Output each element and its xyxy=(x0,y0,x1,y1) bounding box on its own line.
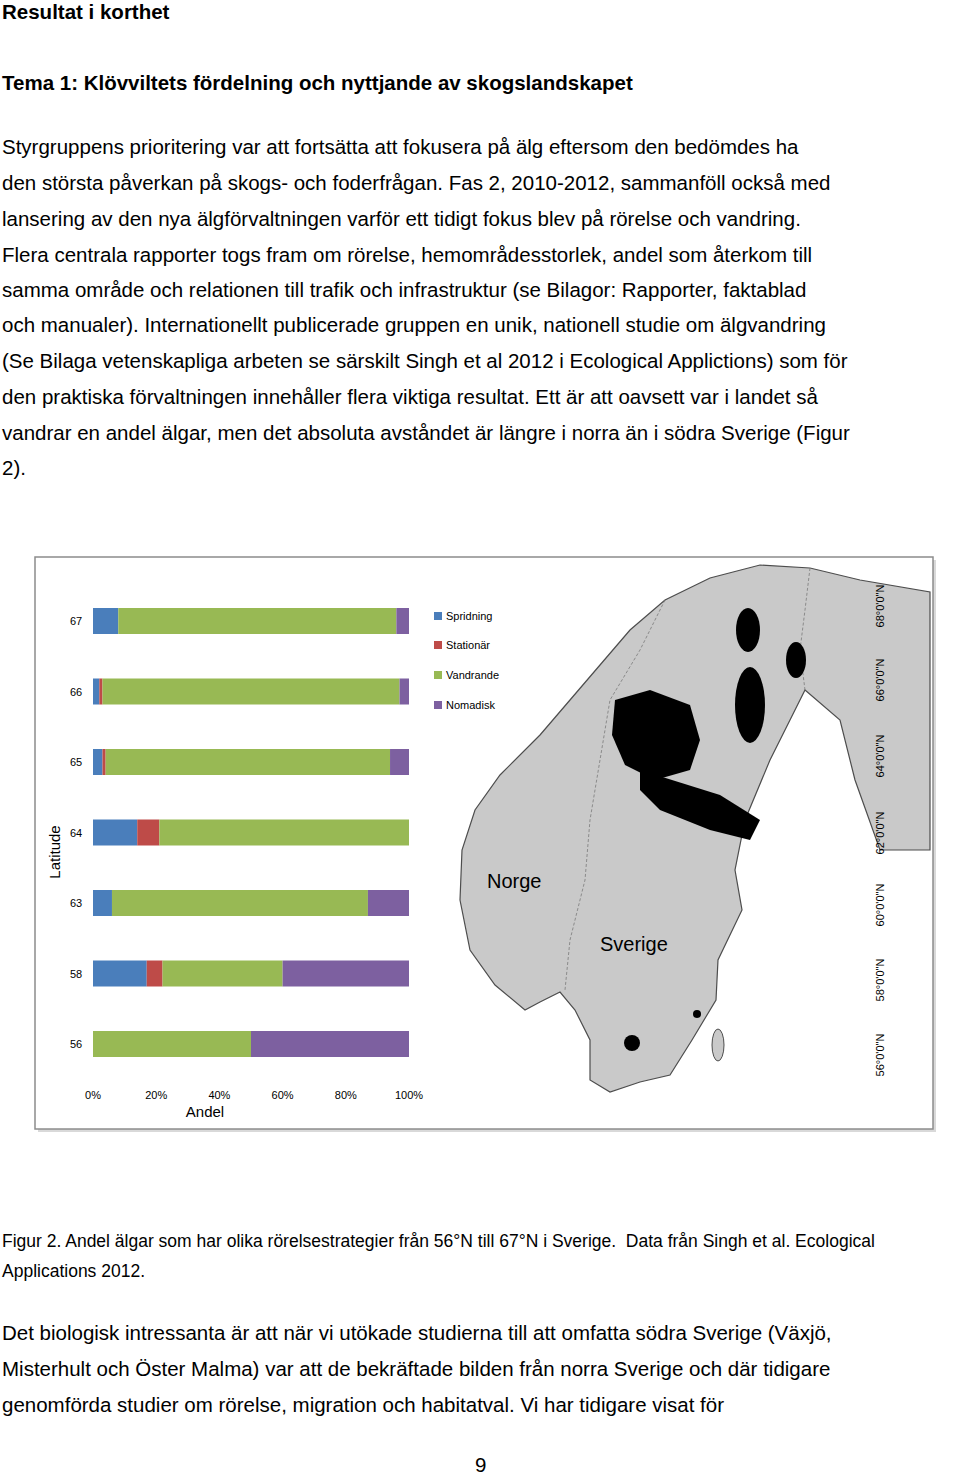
study-area xyxy=(735,667,765,743)
text-line: vandrar en andel älgar, men det absoluta… xyxy=(2,421,850,445)
bar-segment xyxy=(99,679,102,705)
text-line: Figur 2. Andel älgar som har olika rörel… xyxy=(2,1230,875,1252)
study-area xyxy=(640,770,760,840)
lat-label: 64°0'0"N xyxy=(874,735,886,778)
legend-label: Spridning xyxy=(446,610,492,622)
figure-frame xyxy=(35,557,933,1129)
bar-segment xyxy=(251,1031,409,1057)
study-area xyxy=(786,642,806,678)
page: { "header": { "section_title": "Resultat… xyxy=(0,0,960,1475)
bar-segment xyxy=(106,749,390,775)
legend-label: Vandrande xyxy=(446,669,499,681)
bar-segment xyxy=(93,820,137,846)
map-island xyxy=(712,1029,724,1061)
bar-segment xyxy=(93,1031,251,1057)
category-label: 64 xyxy=(70,827,82,839)
study-area xyxy=(736,608,760,652)
bar-segment xyxy=(283,961,409,987)
category-label: 58 xyxy=(70,968,82,980)
tick-label: 100% xyxy=(395,1089,423,1101)
bar-segment xyxy=(93,749,102,775)
bar-segment xyxy=(93,961,147,987)
country-label: Sverige xyxy=(600,933,668,955)
tick-label: 60% xyxy=(272,1089,294,1101)
lat-label: 66°0'0"N xyxy=(874,659,886,702)
tick-label: 20% xyxy=(145,1089,167,1101)
bar-segment xyxy=(93,608,118,634)
tick-label: 0% xyxy=(85,1089,101,1101)
bar-segment xyxy=(137,820,159,846)
bar-segment xyxy=(118,608,396,634)
lat-label: 60°0'0"N xyxy=(874,884,886,927)
map-land xyxy=(460,565,930,1092)
text-line: lansering av den nya älgförvaltningen va… xyxy=(2,207,801,231)
category-label: 63 xyxy=(70,897,82,909)
legend-swatch xyxy=(434,641,442,649)
text-line: (Se Bilaga vetenskapliga arbeten se särs… xyxy=(2,349,848,373)
text-line: Tema 1: Klövviltets fördelning och nyttj… xyxy=(2,71,633,95)
bar-segment xyxy=(390,749,409,775)
text-line: Resultat i korthet xyxy=(2,0,169,24)
chart: 67 66 65 64 63 58 56 0% 20% 40% 60% 80% 100% Andel Lat… xyxy=(46,608,499,1120)
bar-segment xyxy=(102,749,105,775)
lat-label: 58°0'0"N xyxy=(874,959,886,1002)
category-label: 56 xyxy=(70,1038,82,1050)
legend-swatch xyxy=(434,612,442,620)
legend: Spridning Stationär Vandrande Nomadisk xyxy=(434,610,499,711)
study-area xyxy=(624,1035,640,1051)
text-line: den största påverkan på skogs- och foder… xyxy=(2,171,830,195)
lat-label: 56°0'0"N xyxy=(874,1034,886,1077)
study-area xyxy=(693,1010,701,1018)
text-line: och manualer). Internationellt publicera… xyxy=(2,313,826,337)
axis-label: Latitude xyxy=(46,825,63,878)
text-line: den praktiska förvaltningen innehåller f… xyxy=(2,385,818,409)
lat-label: 62°0'0"N xyxy=(874,812,886,855)
bar-segment xyxy=(400,679,409,705)
bar-segment xyxy=(93,679,99,705)
text-line: genomförda studier om rörelse, migration… xyxy=(2,1393,724,1417)
text-line: Flera centrala rapporter togs fram om rö… xyxy=(2,243,812,267)
text-line: 9 xyxy=(475,1453,486,1475)
lat-label: 68°0'0"N xyxy=(874,585,886,628)
legend-label: Nomadisk xyxy=(446,699,495,711)
bar-segment xyxy=(409,820,410,846)
text-line: Det biologisk intressanta är att när vi … xyxy=(2,1321,832,1345)
tick-label: 40% xyxy=(208,1089,230,1101)
text-line: Applications 2012. xyxy=(2,1260,145,1282)
legend-swatch xyxy=(434,671,442,679)
axis-label: Andel xyxy=(186,1103,224,1120)
text-line: Misterhult och Öster Malma) var att de b… xyxy=(2,1357,830,1381)
bar-segment xyxy=(147,961,163,987)
bar-segment xyxy=(163,961,283,987)
map xyxy=(460,565,930,1092)
country-label: Norge xyxy=(487,870,541,892)
legend-label: Stationär xyxy=(446,639,490,651)
text-line: Styrgruppens prioritering var att fortsä… xyxy=(2,135,799,159)
tick-label: 80% xyxy=(335,1089,357,1101)
figure: Norge Sverige 68°0'0"N 66°0'0"N 64°0'0"N 62°0… xyxy=(0,0,960,1475)
bar-segment xyxy=(159,820,409,846)
legend-swatch xyxy=(434,701,442,709)
bars xyxy=(93,608,409,1057)
text-line: 2). xyxy=(2,456,26,480)
bar-segment xyxy=(368,890,409,916)
study-area xyxy=(612,690,700,780)
text-line: samma område och relationen till trafik … xyxy=(2,278,806,302)
category-label: 67 xyxy=(70,615,82,627)
bar-segment xyxy=(102,679,399,705)
category-label: 65 xyxy=(70,756,82,768)
category-label: 66 xyxy=(70,686,82,698)
bar-segment xyxy=(396,608,409,634)
bar-segment xyxy=(93,890,112,916)
bar-segment xyxy=(112,890,368,916)
